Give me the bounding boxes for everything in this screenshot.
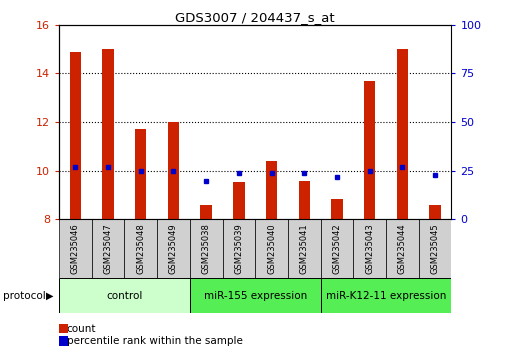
Text: miR-K12-11 expression: miR-K12-11 expression <box>326 291 446 301</box>
Bar <box>157 219 190 278</box>
Text: GSM235045: GSM235045 <box>430 223 440 274</box>
Bar <box>429 205 441 219</box>
Text: GSM235047: GSM235047 <box>104 223 112 274</box>
Bar <box>168 122 179 219</box>
Text: count: count <box>67 324 96 333</box>
Text: GSM235044: GSM235044 <box>398 223 407 274</box>
Title: GDS3007 / 204437_s_at: GDS3007 / 204437_s_at <box>175 11 335 24</box>
Bar <box>124 219 157 278</box>
Bar <box>233 182 245 219</box>
Bar <box>321 278 451 313</box>
Text: GSM235043: GSM235043 <box>365 223 374 274</box>
Text: GSM235038: GSM235038 <box>202 223 211 274</box>
Bar <box>299 181 310 219</box>
Text: GSM235048: GSM235048 <box>136 223 145 274</box>
Bar <box>321 219 353 278</box>
Text: GSM235046: GSM235046 <box>71 223 80 274</box>
Bar <box>135 130 147 219</box>
Bar <box>92 219 125 278</box>
Bar <box>331 199 343 219</box>
Bar <box>255 219 288 278</box>
Bar <box>364 81 376 219</box>
Text: GSM235049: GSM235049 <box>169 223 178 274</box>
Text: ▶: ▶ <box>46 291 54 301</box>
Bar <box>70 52 81 219</box>
Bar <box>223 219 255 278</box>
Text: percentile rank within the sample: percentile rank within the sample <box>67 336 243 346</box>
Bar <box>266 161 278 219</box>
Bar <box>288 219 321 278</box>
Text: control: control <box>106 291 143 301</box>
Bar <box>59 278 190 313</box>
Text: GSM235039: GSM235039 <box>234 223 243 274</box>
Bar <box>419 219 451 278</box>
Bar <box>201 205 212 219</box>
Bar <box>190 278 321 313</box>
Text: GSM235041: GSM235041 <box>300 223 309 274</box>
Text: protocol: protocol <box>3 291 45 301</box>
Text: GSM235042: GSM235042 <box>332 223 342 274</box>
Text: GSM235040: GSM235040 <box>267 223 276 274</box>
Bar <box>386 219 419 278</box>
Bar <box>397 49 408 219</box>
Bar <box>353 219 386 278</box>
Bar <box>59 219 92 278</box>
Bar <box>102 49 114 219</box>
Bar <box>190 219 223 278</box>
Text: miR-155 expression: miR-155 expression <box>204 291 307 301</box>
